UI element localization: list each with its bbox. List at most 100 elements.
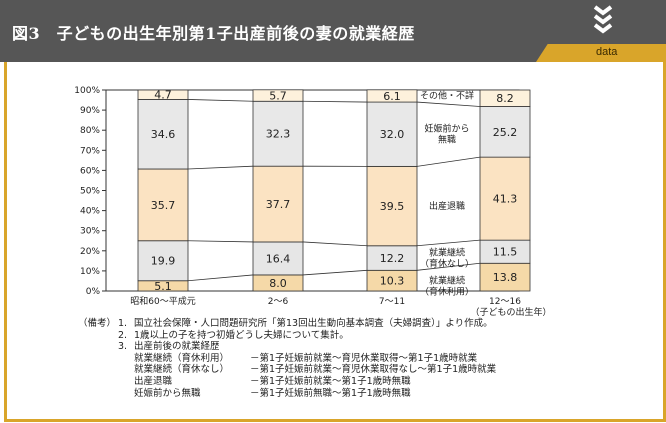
bar-segment bbox=[252, 100, 304, 167]
connector-line bbox=[416, 101, 481, 107]
bar-segment bbox=[252, 89, 304, 102]
data-label: 34.6 bbox=[151, 128, 176, 141]
content-frame bbox=[4, 62, 666, 422]
definition-text: －第1子妊娠前就業～育児休業取得なし～第1子1歳時就業 bbox=[250, 364, 497, 376]
data-label: 39.5 bbox=[380, 200, 405, 213]
bar-segment bbox=[137, 240, 189, 282]
note-row: （備考） 1. 国立社会保障・人口問題研究所「第13回出生動向基本調査（夫婦調査）」… bbox=[78, 318, 658, 330]
series-label: 妊娠前から bbox=[424, 123, 469, 135]
definition-row: 妊娠前から無職 －第1子妊娠前無職～第1子1歳時無職 bbox=[78, 388, 658, 400]
data-label: 41.3 bbox=[493, 193, 518, 206]
y-tick-label: 80% bbox=[80, 126, 100, 136]
y-tick-label: 30% bbox=[80, 227, 100, 237]
data-label: 35.7 bbox=[151, 199, 176, 212]
data-label: 25.2 bbox=[493, 126, 518, 139]
series-label: 就業継続 bbox=[429, 247, 465, 259]
series-label: 就業継続 bbox=[429, 274, 465, 286]
x-tick-label: 2～6 bbox=[268, 297, 289, 307]
y-tick-label: 50% bbox=[80, 187, 100, 197]
connector-line bbox=[416, 156, 481, 167]
data-label: 5.1 bbox=[154, 280, 172, 293]
note-row: 2. 1歳以上の子を持つ初婚どうし夫婦について集計。 bbox=[78, 330, 658, 342]
data-label: 8.2 bbox=[496, 92, 514, 105]
bar-segment bbox=[366, 89, 418, 103]
x-tick-sublabel: （子どもの出生年） bbox=[470, 306, 551, 318]
data-label: 12.2 bbox=[380, 252, 405, 265]
bar-segment bbox=[137, 99, 189, 170]
definition-text: －第1子妊娠前就業～第1子1歳時無職 bbox=[250, 375, 411, 387]
x-tick-label: 昭和60～平成元 bbox=[130, 295, 195, 307]
note-text: 国立社会保障・人口問題研究所「第13回出生動向基本調査（夫婦調査）」より作成。 bbox=[134, 318, 493, 329]
y-tick-label: 70% bbox=[80, 146, 100, 156]
y-tick-label: 100% bbox=[74, 86, 100, 96]
definition-text: －第1子妊娠前無職～第1子1歳時無職 bbox=[250, 387, 411, 399]
bar-segment bbox=[366, 165, 418, 247]
connector-line bbox=[416, 262, 481, 271]
note-number: 1. bbox=[118, 318, 128, 329]
bar-segment bbox=[252, 241, 304, 276]
connector-line bbox=[187, 240, 254, 243]
note-number: 3. bbox=[118, 341, 128, 353]
data-tab bbox=[536, 44, 666, 62]
bar-segment bbox=[366, 245, 418, 271]
y-tick-label: 20% bbox=[80, 247, 100, 257]
definition-term: 就業継続（育休なし） bbox=[134, 364, 230, 376]
bar-segment bbox=[479, 106, 531, 158]
definition-term: 出産退職 bbox=[134, 375, 173, 387]
x-tick-label: 12～16 bbox=[489, 297, 521, 307]
connector-line bbox=[187, 99, 254, 102]
data-label: 5.7 bbox=[269, 90, 287, 103]
figure-title: 図3 子どもの出生年別第1子出産前後の妻の就業経歴 bbox=[12, 24, 415, 43]
notes: （備考） 1. 国立社会保障・人口問題研究所「第13回出生動向基本調査（夫婦調査）」… bbox=[78, 318, 658, 399]
data-label: 16.4 bbox=[266, 252, 291, 265]
connector-line bbox=[416, 239, 481, 247]
data-label: 10.3 bbox=[380, 275, 405, 288]
series-label: （育休利用） bbox=[420, 285, 474, 297]
y-tick-label: 60% bbox=[80, 166, 100, 176]
connector-line bbox=[302, 241, 368, 247]
x-tick-label: 7～11 bbox=[379, 297, 405, 307]
data-label: 11.5 bbox=[493, 246, 518, 259]
data-label: 4.7 bbox=[154, 89, 172, 102]
bar-segment bbox=[479, 156, 531, 241]
connector-line bbox=[187, 274, 254, 282]
bar-segment bbox=[137, 168, 189, 242]
y-tick-label: 0% bbox=[86, 287, 101, 297]
data-label: 8.0 bbox=[269, 277, 287, 290]
definition-row: 就業継続（育休なし） －第1子妊娠前就業～育児休業取得なし～第1子1歳時就業 bbox=[78, 364, 658, 376]
data-label: 37.7 bbox=[266, 198, 291, 211]
bar-segment bbox=[479, 89, 531, 107]
definition-row: 出産退職 －第1子妊娠前就業～第1子1歳時無職 bbox=[78, 376, 658, 388]
definition-row: 就業継続（育休利用） －第1子妊娠前就業～育児休業取得～第1子1歳時就業 bbox=[78, 353, 658, 365]
note-number: 2. bbox=[118, 329, 128, 341]
data-label: 6.1 bbox=[383, 90, 401, 103]
connector-line bbox=[302, 100, 368, 103]
data-label: 19.9 bbox=[151, 255, 176, 268]
notes-heading: （備考） bbox=[78, 318, 117, 329]
series-label: 出産退職 bbox=[429, 200, 465, 212]
y-tick-label: 90% bbox=[80, 106, 100, 116]
bar-segment bbox=[137, 89, 189, 100]
series-label: （育休なし） bbox=[420, 258, 474, 270]
series-label: 無職 bbox=[438, 134, 456, 146]
connector-line bbox=[187, 165, 254, 170]
definition-term: 妊娠前から無職 bbox=[134, 387, 201, 399]
chevron-down-icon bbox=[593, 5, 613, 34]
bar-segment bbox=[479, 262, 531, 292]
y-tick-label: 10% bbox=[80, 267, 100, 277]
y-tick-label: 40% bbox=[80, 207, 100, 217]
series-label: その他・不詳 bbox=[420, 90, 474, 102]
note-text: 出産前後の就業経歴 bbox=[134, 341, 220, 353]
connector-line bbox=[302, 269, 368, 276]
note-text: 1歳以上の子を持つ初婚どうし夫婦について集計。 bbox=[134, 329, 349, 341]
note-row: 3. 出産前後の就業経歴 bbox=[78, 341, 658, 353]
data-label: 32.0 bbox=[380, 128, 405, 141]
data-label: 13.8 bbox=[493, 271, 518, 284]
data-label: 32.3 bbox=[266, 128, 291, 141]
bar-segment bbox=[252, 165, 304, 243]
definition-term: 就業継続（育休利用） bbox=[134, 352, 230, 364]
bar-segment bbox=[366, 101, 418, 167]
data-tab-label: data bbox=[596, 46, 618, 58]
definition-text: －第1子妊娠前就業～育児休業取得～第1子1歳時就業 bbox=[250, 352, 478, 364]
